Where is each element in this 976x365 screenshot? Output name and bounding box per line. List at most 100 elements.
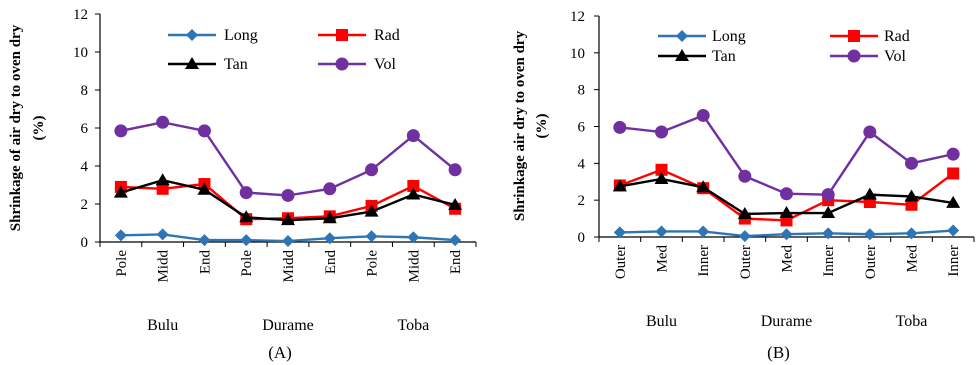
y-tick-label: 4 [578,156,586,172]
data-point [655,225,668,238]
x-category-label: Pole [239,250,255,277]
data-point [114,124,128,138]
legend-label: Tan [224,56,248,73]
y-tick-label: 8 [81,83,89,99]
y-tick-label: 10 [73,45,88,61]
legend-item-rad: Rad [830,28,910,45]
legend-item-tan: Tan [168,56,248,73]
data-point [197,124,211,138]
y-tick-label: 6 [81,121,89,137]
data-point [239,186,253,200]
y-tick-label: 2 [81,197,89,213]
legend-label: Rad [884,28,910,45]
data-point [780,228,793,241]
data-point [198,234,211,247]
x-category-label: Outer [863,245,879,279]
y-tick-label: 12 [570,9,585,25]
data-point [737,206,752,219]
legend-item-long: Long [168,27,258,44]
x-category-label: Inner [946,245,962,277]
data-point [156,228,169,241]
data-point [448,197,463,210]
data-point [821,206,836,219]
legend-item-long: Long [658,28,746,45]
data-point [407,179,420,192]
data-point [448,163,462,177]
y-axis-unit: (%) [31,116,47,141]
x-category-label: Midd [406,250,422,283]
data-point [905,156,918,170]
y-tick-label: 0 [81,235,89,251]
y-tick-label: 8 [578,83,586,99]
data-point [113,185,128,198]
data-point [738,169,752,183]
data-point [613,120,627,134]
legend-label: Vol [374,56,396,73]
series-line [120,121,456,197]
legend-marker [847,49,861,63]
data-point [449,234,462,247]
y-tick-label: 2 [578,193,586,209]
group-label: Durame [262,317,314,334]
x-category-label: Inner [696,245,712,277]
y-axis-title: Shrinkage air dry to oven dry [512,30,528,221]
series-vol [114,115,462,202]
chart-panel-2: 0 2 4 6 8 10 12 Outer Med Inner Outer Med Inner Outer… [512,9,975,362]
data-point [655,125,668,139]
legend-item-tan: Tan [658,48,736,65]
panel-label: (A) [268,343,292,362]
data-point [613,226,626,239]
data-point [946,147,960,161]
legend-marker [675,49,689,61]
data-point [365,230,378,243]
x-category-label: Med [780,245,796,273]
panel-label: (B) [767,343,790,362]
data-point [197,182,212,195]
series-vol [613,108,960,202]
data-point [738,230,751,243]
data-point [862,187,877,200]
data-point [947,167,960,180]
legend-marker [336,29,348,41]
data-point [365,163,379,177]
legend-item-vol: Vol [318,56,396,73]
data-point [240,234,253,247]
data-point [323,182,337,196]
y-axis-unit: (%) [534,114,550,139]
data-point [779,206,794,219]
y-tick-label: 4 [81,159,89,175]
series-tan [113,173,463,226]
y-tick-label: 6 [578,120,586,136]
legend-marker [335,57,349,71]
x-category-label: Pole [114,250,130,277]
series-long [114,228,462,248]
x-category-label: Outer [613,245,629,279]
x-category-label: Med [655,245,671,273]
x-category-label: Midd [281,250,297,283]
x-category-label: End [323,250,339,275]
legend-marker [185,57,199,69]
data-point [281,213,295,226]
group-label: Bulu [147,317,178,334]
data-point [947,224,960,237]
data-point [322,211,337,224]
data-point [364,204,379,217]
group-label: Bulu [646,313,677,330]
legend-label: Long [712,28,746,45]
data-point [863,125,877,139]
data-point [406,129,420,143]
data-point [822,227,835,240]
data-point [407,231,420,244]
x-category-label: Pole [365,250,381,277]
x-category-label: Inner [821,245,837,277]
data-point [821,188,835,202]
x-category-label: End [197,250,213,275]
group-label: Durame [761,313,813,330]
data-point [239,210,254,223]
legend-marker [186,29,198,41]
x-category-label: Midd [156,250,172,283]
data-point [697,225,710,238]
data-point [905,198,918,211]
data-point [155,173,170,186]
